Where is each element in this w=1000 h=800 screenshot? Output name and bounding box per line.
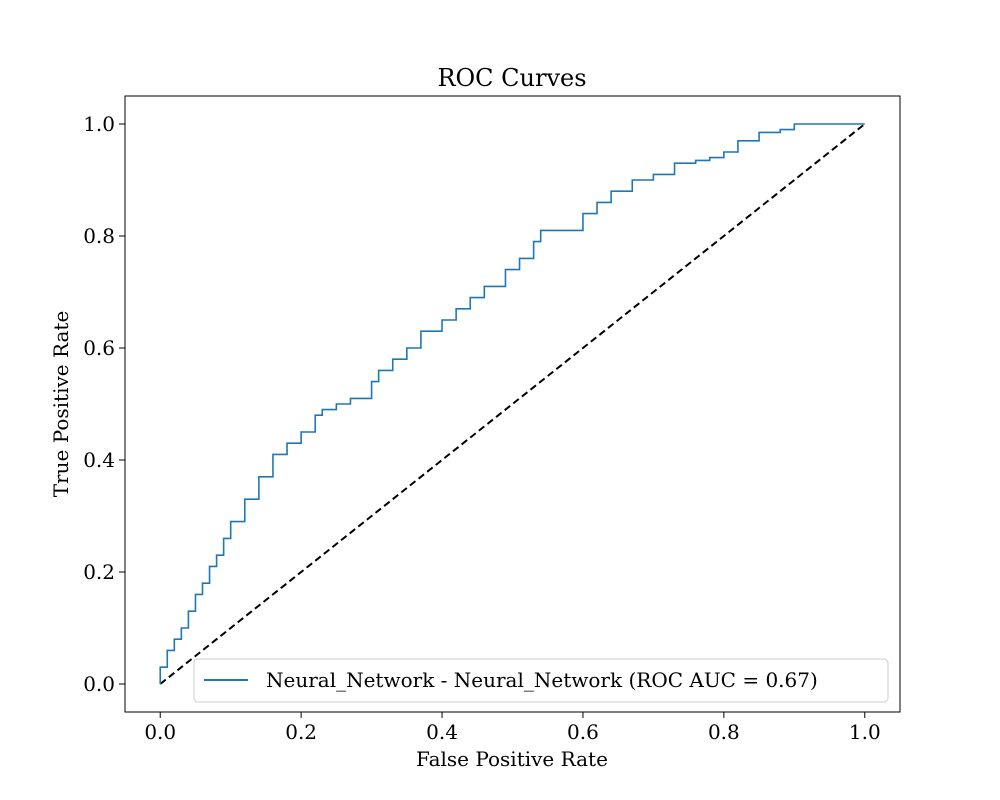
x-tick-label: 0.4: [426, 720, 458, 744]
x-axis-label: False Positive Rate: [416, 747, 608, 771]
x-tick-label: 0.6: [567, 720, 599, 744]
series-layer: [159, 123, 866, 685]
x-tick-label: 1.0: [849, 720, 881, 744]
roc-curve-neural-network: [159, 123, 865, 684]
y-tick-label: 0.2: [83, 560, 115, 584]
chance-diagonal-line: [159, 123, 866, 685]
y-tick-label: 0.6: [83, 336, 115, 360]
y-tick-label: 1.0: [83, 112, 115, 136]
plot-area: 0.0 0.2 0.4 0.6 0.8 1.0 0.0 0.2 0.4 0.6 0.8 1.0: [83, 95, 901, 744]
legend: Neural_Network - Neural_Network (ROC AUC…: [193, 658, 889, 703]
y-axis-ticks: 0.0 0.2 0.4 0.6 0.8 1.0: [83, 112, 125, 696]
axes-frame: [124, 95, 901, 713]
y-axis-label: True Positive Rate: [49, 311, 73, 498]
y-tick-label: 0.0: [83, 672, 115, 696]
chart-title: ROC Curves: [437, 64, 586, 92]
legend-label-neural-network: Neural_Network - Neural_Network (ROC AUC…: [266, 668, 818, 692]
x-tick-label: 0.2: [285, 720, 317, 744]
x-tick-label: 0.0: [144, 720, 176, 744]
x-tick-label: 0.8: [708, 720, 740, 744]
legend-box: [193, 658, 889, 703]
x-axis-ticks: 0.0 0.2 0.4 0.6 0.8 1.0: [144, 712, 881, 744]
y-tick-label: 0.4: [83, 448, 115, 472]
y-tick-label: 0.8: [83, 224, 115, 248]
